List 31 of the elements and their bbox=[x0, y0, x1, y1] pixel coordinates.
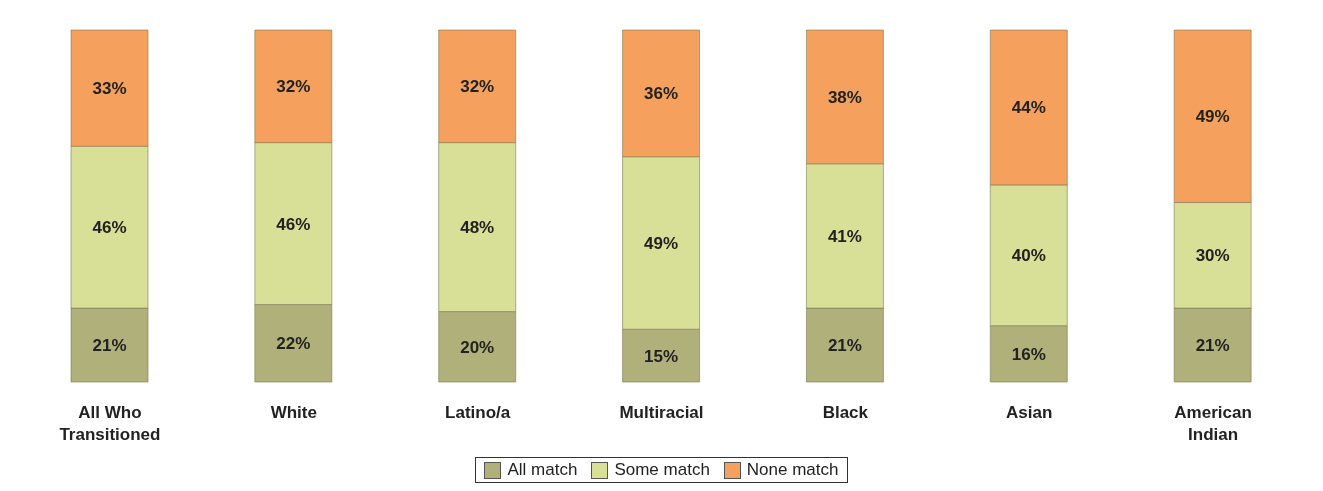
data-label: 44% bbox=[1011, 98, 1046, 118]
data-label: 40% bbox=[1011, 246, 1046, 266]
data-label: 22% bbox=[276, 334, 311, 354]
x-tick-label: Latino/a bbox=[445, 403, 511, 422]
data-label: 38% bbox=[827, 87, 862, 107]
data-label: 41% bbox=[827, 226, 862, 246]
x-tick-label: White bbox=[270, 403, 317, 422]
data-label: 49% bbox=[1195, 107, 1230, 127]
data-label: 33% bbox=[92, 79, 127, 99]
data-label: 36% bbox=[644, 84, 679, 104]
data-label: 30% bbox=[1195, 246, 1230, 266]
data-label: 20% bbox=[460, 337, 495, 357]
data-label: 32% bbox=[276, 77, 311, 97]
data-label: 15% bbox=[644, 346, 679, 366]
legend-label: Some match bbox=[613, 460, 710, 480]
data-label: 49% bbox=[644, 234, 679, 253]
data-label: 32% bbox=[460, 77, 495, 97]
x-tick-label: Multiracial bbox=[619, 403, 704, 422]
data-label: 21% bbox=[1195, 336, 1230, 356]
data-label: 48% bbox=[460, 218, 495, 238]
x-tick-label: Asian bbox=[1006, 403, 1053, 422]
data-label: 16% bbox=[1011, 344, 1046, 364]
x-tick-label: All Who Transitioned bbox=[59, 403, 161, 444]
data-label: 21% bbox=[92, 336, 127, 356]
x-tick-label: Black bbox=[822, 403, 869, 422]
legend-label: None match bbox=[745, 460, 839, 480]
legend-label: All match bbox=[506, 460, 578, 480]
data-label: 21% bbox=[827, 336, 862, 356]
x-tick-label: American Indian bbox=[1174, 403, 1252, 444]
data-label: 46% bbox=[276, 214, 311, 234]
data-label: 46% bbox=[92, 218, 127, 238]
